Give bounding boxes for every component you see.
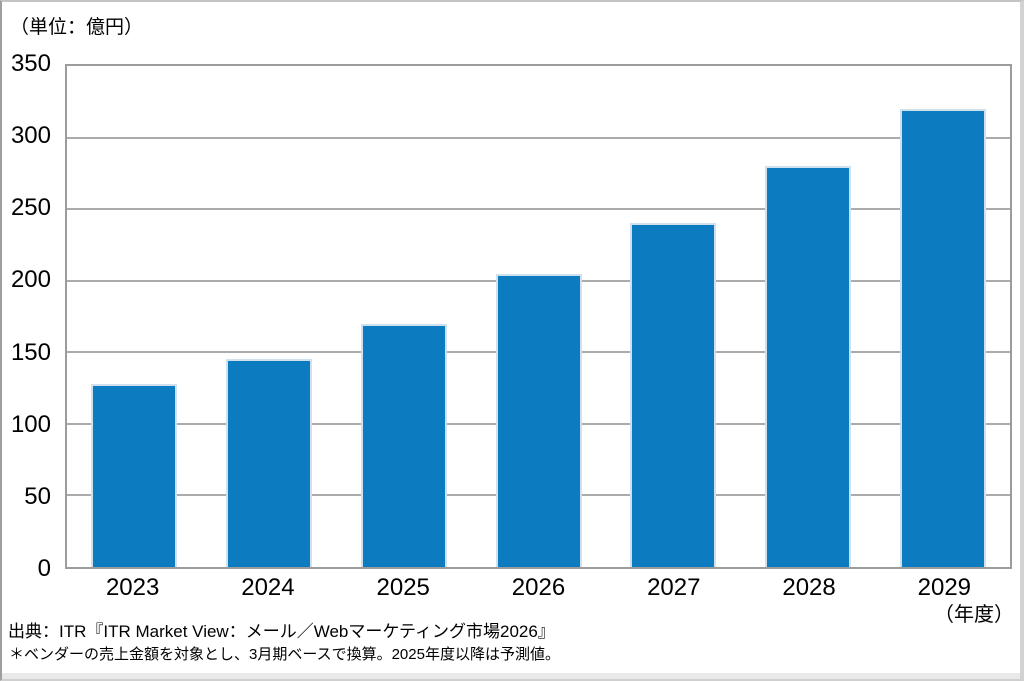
y-tick-label: 150 xyxy=(10,338,51,366)
x-axis: 2023 2024 2025 2026 2027 2028 2029 xyxy=(65,574,1012,603)
bar-2025 xyxy=(360,323,447,567)
footnote: ＊ベンダーの売上金額を対象とし、3月期ベースで換算。2025年度以降は予測値。 xyxy=(9,646,560,663)
bar-slot xyxy=(67,66,202,567)
bar-2028 xyxy=(764,166,851,567)
x-tick-label: 2029 xyxy=(917,574,972,601)
bar-2026 xyxy=(495,273,582,567)
bar-2023 xyxy=(91,383,178,567)
bar-slot xyxy=(471,66,606,567)
y-tick-label: 50 xyxy=(24,482,51,510)
y-tick-label: 250 xyxy=(10,194,51,222)
bar-slot xyxy=(741,66,876,567)
x-tick-label: 2026 xyxy=(511,574,566,601)
y-tick-label: 350 xyxy=(10,50,51,77)
bar-slot xyxy=(606,66,741,567)
x-tick-label: 2023 xyxy=(105,574,160,601)
y-tick-label: 300 xyxy=(10,122,51,150)
bar-slot xyxy=(875,66,1010,567)
bar-slot xyxy=(336,66,471,567)
gridline xyxy=(67,136,1010,139)
bottom-edge-strip xyxy=(2,673,1020,679)
gridline xyxy=(67,208,1010,211)
x-tick-label: 2027 xyxy=(647,574,701,601)
x-tick-label: 2025 xyxy=(376,574,430,601)
bar-2024 xyxy=(226,359,313,567)
source-citation: 出典：ITR『ITR Market View：メール／Webマーケティング市場2… xyxy=(8,622,555,641)
bars-layer xyxy=(67,66,1010,567)
y-axis: 0 50 100 150 200 250 300 350 xyxy=(2,52,57,581)
bar-slot xyxy=(202,66,337,567)
y-tick-label: 0 xyxy=(37,555,51,582)
y-tick-label: 200 xyxy=(10,266,51,294)
y-tick-label: 100 xyxy=(10,410,51,438)
bar-2029 xyxy=(899,108,986,567)
x-tick-label: 2028 xyxy=(782,574,836,601)
y-axis-unit-label: （単位：億円） xyxy=(10,17,144,38)
plot-area xyxy=(65,64,1012,569)
bar-2027 xyxy=(630,223,717,567)
x-axis-unit-label: （年度） xyxy=(934,604,1014,626)
x-tick-label: 2024 xyxy=(241,574,295,601)
